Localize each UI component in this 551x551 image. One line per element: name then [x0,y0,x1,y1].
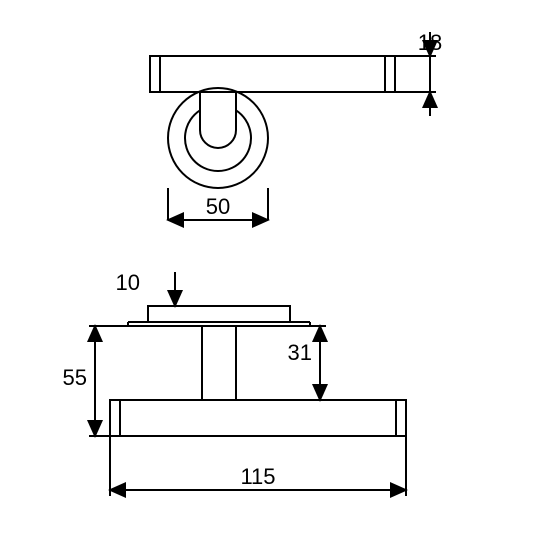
technical-drawing: 50 18 10 31 55 115 [0,0,551,551]
svg-text:10: 10 [116,270,140,295]
svg-text:115: 115 [240,464,275,489]
svg-text:18: 18 [418,30,442,55]
svg-text:55: 55 [63,365,87,390]
svg-text:50: 50 [206,194,230,219]
svg-text:31: 31 [288,340,312,365]
